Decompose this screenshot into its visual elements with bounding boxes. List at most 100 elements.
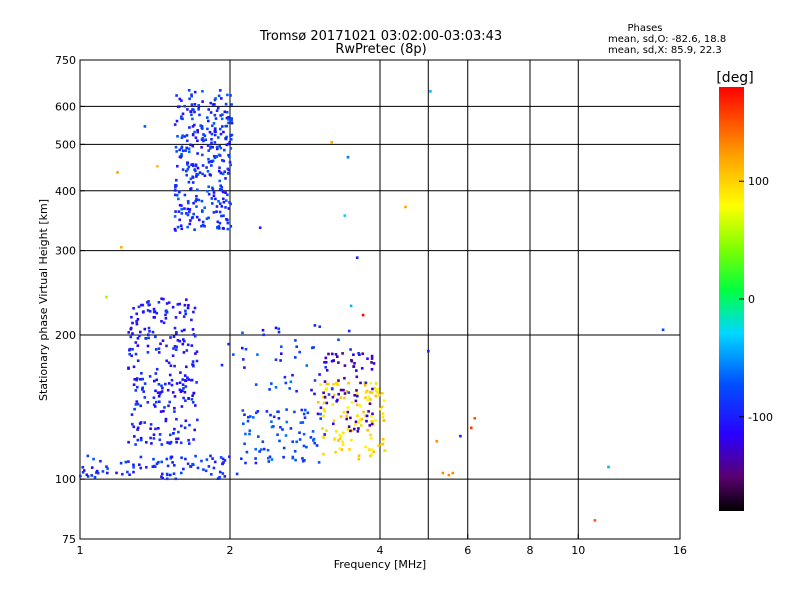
data-point	[171, 461, 174, 464]
data-point	[197, 104, 200, 107]
data-point	[225, 143, 229, 147]
data-point	[146, 344, 150, 348]
data-point	[201, 127, 204, 130]
data-point	[115, 471, 118, 475]
data-point	[184, 419, 188, 423]
data-point	[222, 130, 225, 134]
data-point	[365, 419, 368, 423]
data-point	[283, 375, 287, 379]
data-point	[217, 136, 220, 139]
data-point	[313, 441, 316, 445]
data-point	[194, 136, 198, 139]
data-point	[211, 186, 214, 190]
data-point	[243, 366, 246, 369]
data-point	[325, 387, 328, 390]
data-point	[376, 387, 380, 391]
chart-subtitle: RwPretec (8p)	[335, 42, 426, 57]
y-tick-label: 75	[62, 533, 76, 546]
data-point	[149, 436, 152, 440]
data-point	[254, 457, 257, 460]
data-point	[129, 326, 133, 330]
data-point	[229, 163, 232, 167]
data-point	[227, 342, 230, 346]
data-point	[358, 418, 362, 422]
data-point	[158, 392, 162, 396]
data-point	[187, 201, 190, 205]
data-point	[301, 421, 305, 424]
data-point	[165, 311, 169, 314]
data-point	[350, 438, 353, 442]
data-point	[79, 474, 82, 478]
data-point	[355, 392, 359, 395]
data-point	[257, 435, 260, 438]
data-point	[181, 149, 185, 153]
data-point	[254, 461, 258, 465]
data-point	[175, 150, 178, 153]
data-point	[226, 193, 229, 197]
data-point	[178, 388, 182, 392]
data-point	[181, 168, 185, 171]
data-point	[205, 217, 209, 220]
data-point	[354, 399, 358, 403]
data-point	[270, 382, 273, 385]
data-point	[158, 433, 162, 436]
data-point	[289, 380, 293, 384]
data-point	[168, 373, 172, 377]
data-point	[142, 310, 145, 313]
data-point	[173, 193, 177, 197]
data-point	[136, 438, 140, 442]
data-point	[235, 472, 239, 476]
data-point	[226, 167, 230, 171]
data-point	[193, 228, 196, 231]
data-point	[179, 441, 183, 445]
data-point	[173, 364, 176, 368]
data-point	[151, 330, 155, 334]
data-point	[208, 130, 212, 134]
data-point	[224, 206, 227, 209]
data-point	[139, 330, 142, 334]
data-point	[208, 173, 212, 176]
data-point	[164, 317, 168, 320]
data-point	[186, 376, 189, 379]
data-point	[186, 161, 189, 164]
data-point	[143, 382, 147, 385]
grid-layer	[80, 60, 680, 539]
data-point	[175, 331, 178, 334]
data-point	[154, 372, 158, 375]
data-point	[305, 445, 308, 449]
data-point	[148, 330, 151, 333]
data-point	[180, 152, 183, 156]
data-point	[129, 335, 133, 339]
data-point	[143, 421, 146, 424]
data-point	[374, 394, 377, 398]
data-point	[200, 125, 204, 128]
data-point	[331, 403, 334, 406]
data-point	[139, 466, 142, 470]
data-point	[139, 436, 143, 440]
data-point	[215, 145, 219, 149]
data-point	[230, 133, 234, 137]
data-point	[181, 112, 185, 116]
y-tick-label: 300	[55, 245, 76, 258]
data-point	[192, 333, 196, 336]
data-point	[212, 154, 216, 158]
data-point	[183, 390, 187, 394]
data-point	[147, 300, 150, 303]
data-point	[193, 168, 196, 171]
data-point	[319, 412, 322, 416]
data-point	[215, 109, 219, 112]
data-point	[343, 376, 346, 380]
data-point	[217, 153, 221, 157]
data-point	[219, 456, 223, 459]
data-point	[375, 388, 378, 391]
data-point	[313, 324, 317, 327]
data-point	[242, 422, 245, 425]
data-point	[291, 373, 294, 377]
data-point	[206, 170, 210, 173]
data-point	[285, 408, 288, 411]
data-point	[324, 361, 328, 364]
data-point	[364, 396, 367, 399]
data-point	[152, 457, 155, 461]
data-point	[322, 414, 325, 418]
data-point	[206, 116, 209, 119]
